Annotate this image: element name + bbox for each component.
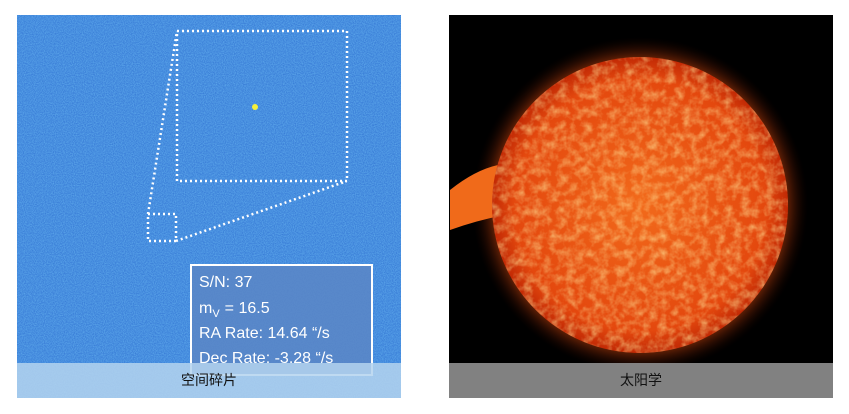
mag-subscript: V — [212, 308, 220, 320]
caption: 空间碎片 — [181, 373, 237, 389]
prominence — [450, 165, 505, 230]
caption: 太阳学 — [620, 373, 662, 389]
dec-rate: Dec Rate: -3.28 “/s — [199, 350, 333, 367]
ra-rate: RA Rate: 14.64 “/s — [199, 325, 330, 342]
debris-object — [252, 104, 258, 110]
mag-symbol: m — [199, 300, 212, 317]
mag-value: = 16.5 — [225, 300, 270, 317]
sun-panel: 太阳学 — [449, 15, 833, 398]
debris-panel: S/N: 37 mV = 16.5 RA Rate: 14.64 “/s Dec … — [17, 15, 401, 398]
magnitude: mV = 16.5 — [199, 300, 270, 320]
caption-bar — [17, 363, 401, 398]
sun-texture — [492, 57, 788, 353]
sn: S/N: 37 — [199, 274, 252, 291]
zoom-outline — [146, 29, 349, 243]
caption-bar — [449, 363, 833, 398]
